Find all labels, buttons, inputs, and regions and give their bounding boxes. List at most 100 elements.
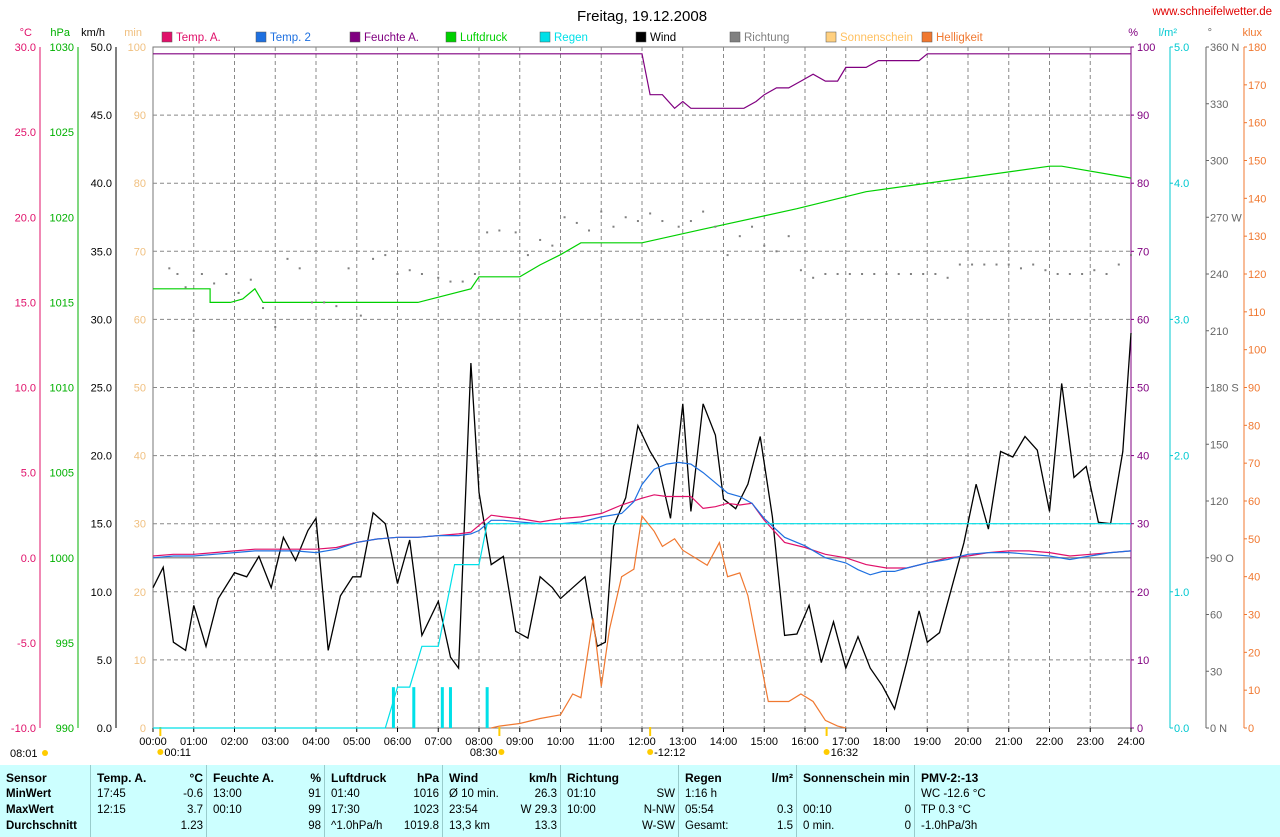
table-row: -1.0hPa/3h bbox=[915, 818, 1035, 834]
table-column: Richtung 01:10 SW 10:00 N-NW W-SW bbox=[560, 765, 679, 837]
series-richtung-point bbox=[812, 276, 815, 279]
cell-value: 98 bbox=[308, 820, 321, 832]
cell-label: 01:40 bbox=[331, 788, 360, 800]
wind-axis-label: 15.0 bbox=[91, 519, 112, 531]
series-richtung-point bbox=[649, 212, 652, 215]
series-richtung-point bbox=[775, 250, 778, 253]
series-regen-intervall--bar bbox=[448, 687, 452, 728]
x-tick-label: 03:00 bbox=[261, 736, 289, 748]
series-richtung-point bbox=[526, 254, 529, 257]
series-richtung-point bbox=[612, 225, 615, 228]
light-axis-label: 60 bbox=[1248, 496, 1260, 508]
legend-swatch bbox=[161, 31, 173, 43]
series-richtung-point bbox=[661, 220, 664, 223]
series-richtung-point bbox=[934, 273, 937, 275]
cell-label: 00:10 bbox=[803, 804, 832, 816]
weather-chart: 30.025.020.015.010.05.00.0-5.0-10.010301… bbox=[10, 6, 1272, 760]
series-richtung-point bbox=[539, 238, 542, 241]
cell-label: TP 0.3 °C bbox=[921, 804, 971, 816]
sun-icon bbox=[42, 750, 48, 756]
series-richtung-point bbox=[702, 210, 705, 213]
series-richtung-point bbox=[323, 301, 326, 304]
series-richtung-point bbox=[738, 235, 741, 238]
light-axis-label: 130 bbox=[1248, 231, 1266, 243]
direction-axis-label: 210 bbox=[1210, 326, 1228, 338]
light-axis-label: 50 bbox=[1248, 534, 1260, 546]
header-unit: % bbox=[310, 771, 321, 785]
x-tick-label: 19:00 bbox=[913, 736, 941, 748]
cell-value: 0.3 bbox=[777, 804, 793, 816]
site-url: www.schneifelwetter.de bbox=[1151, 6, 1272, 18]
x-tick-label: 06:00 bbox=[384, 736, 412, 748]
series-richtung-point bbox=[1068, 273, 1071, 275]
cell-label: 13:00 bbox=[213, 788, 242, 800]
table-header: Temp. A. °C bbox=[91, 770, 203, 786]
series-richtung-point bbox=[1093, 269, 1096, 272]
marker-label: 00:11 bbox=[164, 747, 191, 759]
cell-value: SW bbox=[656, 788, 675, 800]
temp-axis-label: 5.0 bbox=[21, 468, 36, 480]
series-richtung-point bbox=[787, 235, 790, 238]
table-row: 23:54 W 29.3 bbox=[443, 802, 557, 818]
series-richtung-point bbox=[286, 257, 289, 260]
x-tick-label: 02:00 bbox=[221, 736, 249, 748]
series-richtung-point bbox=[600, 210, 603, 213]
table-row: 1:16 h bbox=[679, 786, 793, 802]
header-label: Sonnenschein min bbox=[803, 771, 910, 785]
sun-axis-label: 10 bbox=[134, 655, 146, 667]
series-richtung-point bbox=[677, 225, 680, 228]
temp-axis-label: 20.0 bbox=[15, 212, 36, 224]
cell-value: 91 bbox=[308, 788, 321, 800]
light-axis-label: 150 bbox=[1248, 156, 1266, 168]
table-row: 00:10 0 bbox=[797, 802, 911, 818]
series bbox=[152, 53, 1132, 729]
table-header: Wind km/h bbox=[443, 770, 557, 786]
pressure-axis-label: 995 bbox=[56, 638, 74, 650]
series-richtung-point bbox=[751, 225, 754, 228]
series-richtung-point bbox=[1032, 263, 1035, 266]
table-row: 1.23 bbox=[91, 818, 203, 834]
x-tick-label: 17:00 bbox=[832, 736, 860, 748]
cell-label: 05:54 bbox=[685, 804, 714, 816]
temp-axis-label: 10.0 bbox=[15, 383, 36, 395]
wind-axis-label: 50.0 bbox=[91, 42, 112, 54]
series-richtung-point bbox=[384, 254, 387, 257]
cell-value: 99 bbox=[308, 804, 321, 816]
series-regen-intervall--bar bbox=[485, 687, 489, 728]
series-richtung-point bbox=[861, 273, 864, 275]
table-header: Sensor bbox=[0, 770, 86, 786]
series-richtung-point bbox=[897, 273, 900, 275]
header-unit: hPa bbox=[416, 771, 439, 785]
table-column: Luftdruck hPa 01:40 1016 17:30 1023 ^1.0hPa/h 1… bbox=[324, 765, 443, 837]
cell-value: 0 bbox=[904, 820, 911, 832]
cell-label: 17:45 bbox=[97, 788, 126, 800]
sun-axis-label: 0 bbox=[140, 723, 146, 735]
series-richtung-point bbox=[983, 263, 986, 266]
series-richtung-point bbox=[824, 273, 827, 275]
sun-axis-label: 70 bbox=[134, 246, 146, 258]
table-row: 01:40 1016 bbox=[325, 786, 439, 802]
light-axis-label: 170 bbox=[1248, 80, 1266, 92]
humidity-axis-label: 80 bbox=[1137, 178, 1149, 190]
pressure-axis-label: 1025 bbox=[50, 127, 74, 139]
x-tick-label: 11:00 bbox=[588, 736, 615, 748]
series-regen-intervall--bar bbox=[391, 687, 395, 728]
grid bbox=[152, 46, 1132, 729]
cell-label: 00:10 bbox=[213, 804, 242, 816]
pressure-axis-label: 990 bbox=[56, 723, 74, 735]
rain-axis-label: 2.0 bbox=[1174, 451, 1189, 463]
sun-icon bbox=[498, 749, 505, 755]
x-tick-label: 01:00 bbox=[180, 736, 208, 748]
temp-axis-label: -10.0 bbox=[11, 723, 36, 735]
sun-icon bbox=[157, 749, 164, 755]
series-richtung-point bbox=[514, 231, 517, 234]
cell-label: 0 min. bbox=[803, 820, 835, 832]
table-header: Feuchte A.% bbox=[207, 770, 321, 786]
temp-axis-label: 0.0 bbox=[21, 553, 36, 565]
x-tick-label: 15:00 bbox=[750, 736, 778, 748]
series-richtung-point bbox=[971, 263, 974, 266]
sun-axis-label: 60 bbox=[134, 314, 146, 326]
humidity-axis-label: 90 bbox=[1137, 110, 1149, 122]
table-row: 13:00 91 bbox=[207, 786, 321, 802]
x-tick-label: 13:00 bbox=[669, 736, 697, 748]
